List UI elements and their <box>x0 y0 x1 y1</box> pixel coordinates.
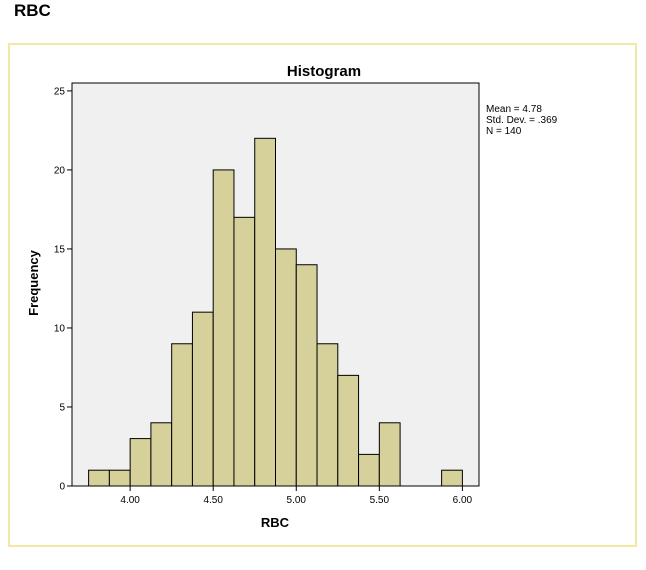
x-tick-label: 4.50 <box>203 495 223 506</box>
x-axis: 4.00 4.50 5.00 5.50 6.00 <box>120 486 473 506</box>
stats-line: Std. Dev. = .369 <box>486 115 558 126</box>
y-tick-label: 0 <box>59 482 65 493</box>
x-tick-label: 5.00 <box>287 495 307 506</box>
histogram-bar <box>337 374 360 487</box>
stats-line: Mean = 4.78 <box>486 104 542 115</box>
y-tick-label: 10 <box>54 323 66 334</box>
y-tick-label: 20 <box>54 165 66 176</box>
histogram-bar <box>275 248 297 487</box>
y-tick-label: 15 <box>54 244 66 255</box>
histogram-bar <box>295 264 318 487</box>
y-axis-label: Frequency <box>26 249 41 316</box>
page-heading: RBC <box>14 1 51 20</box>
y-axis: 0 5 10 15 20 25 <box>54 86 72 493</box>
x-tick-label: 4.00 <box>120 495 140 506</box>
histogram-bar <box>191 311 214 487</box>
histogram-bar <box>212 169 235 487</box>
x-axis-label: RBC <box>261 515 290 530</box>
y-tick-label: 5 <box>59 402 65 413</box>
chart-title: Histogram <box>287 63 361 80</box>
histogram-bar <box>358 453 380 487</box>
y-tick-label: 25 <box>54 86 66 97</box>
stats-line: N = 140 <box>486 126 522 137</box>
x-tick-label: 6.00 <box>453 495 473 506</box>
histogram-bar <box>254 137 277 487</box>
histogram-chart: Histogram 0 5 10 15 20 25 4.00 4.50 5.00 5.50 6.0… <box>26 63 558 530</box>
histogram-bar <box>88 469 110 487</box>
histogram-bar <box>171 343 193 487</box>
histogram-bar <box>441 469 463 487</box>
histogram-bar <box>108 469 131 487</box>
histogram-bar <box>129 438 152 487</box>
histogram-bar <box>233 216 256 487</box>
bars-group <box>88 137 463 487</box>
histogram-bar <box>378 422 401 487</box>
x-tick-label: 5.50 <box>370 495 390 506</box>
chart-frame: Histogram 0 5 10 15 20 25 4.00 4.50 5.00 5.50 6.0… <box>8 43 637 547</box>
histogram-bar <box>316 343 339 487</box>
histogram-bar <box>150 422 173 487</box>
